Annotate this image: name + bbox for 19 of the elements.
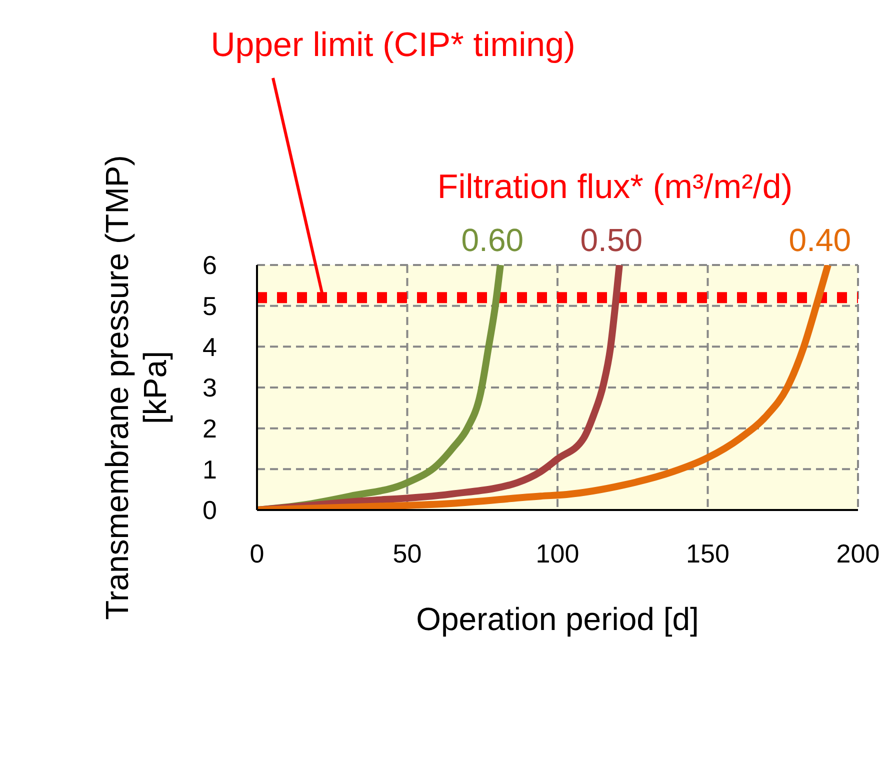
x-tick-label: 150 [686, 538, 730, 568]
y-tick-label: 4 [202, 332, 217, 362]
annotation: Upper limit (CIP* timing) [210, 26, 576, 64]
y-tick-label: 3 [202, 372, 217, 403]
y-tick-label: 6 [202, 250, 217, 280]
x-tick-label: 0 [250, 538, 264, 568]
y-tick-label: 5 [202, 291, 217, 322]
y-tick-label: 0 [202, 495, 217, 526]
x-axis-title: Operation period [d] [416, 601, 699, 637]
y-tick-label: 1 [202, 454, 217, 484]
legend-title: Filtration flux* (m³/m²/d) [437, 168, 793, 206]
series-label: 0.50 [580, 222, 643, 258]
x-tick-label: 200 [836, 538, 880, 568]
y-tick-label: 2 [202, 414, 217, 444]
y-axis-title: Transmembrane pressure (TMP) [kPa] [99, 155, 173, 620]
series-label: 0.40 [788, 222, 852, 258]
x-tick-label: 100 [536, 538, 580, 568]
x-tick-label: 50 [392, 538, 422, 568]
series-label: 0.60 [461, 222, 524, 258]
